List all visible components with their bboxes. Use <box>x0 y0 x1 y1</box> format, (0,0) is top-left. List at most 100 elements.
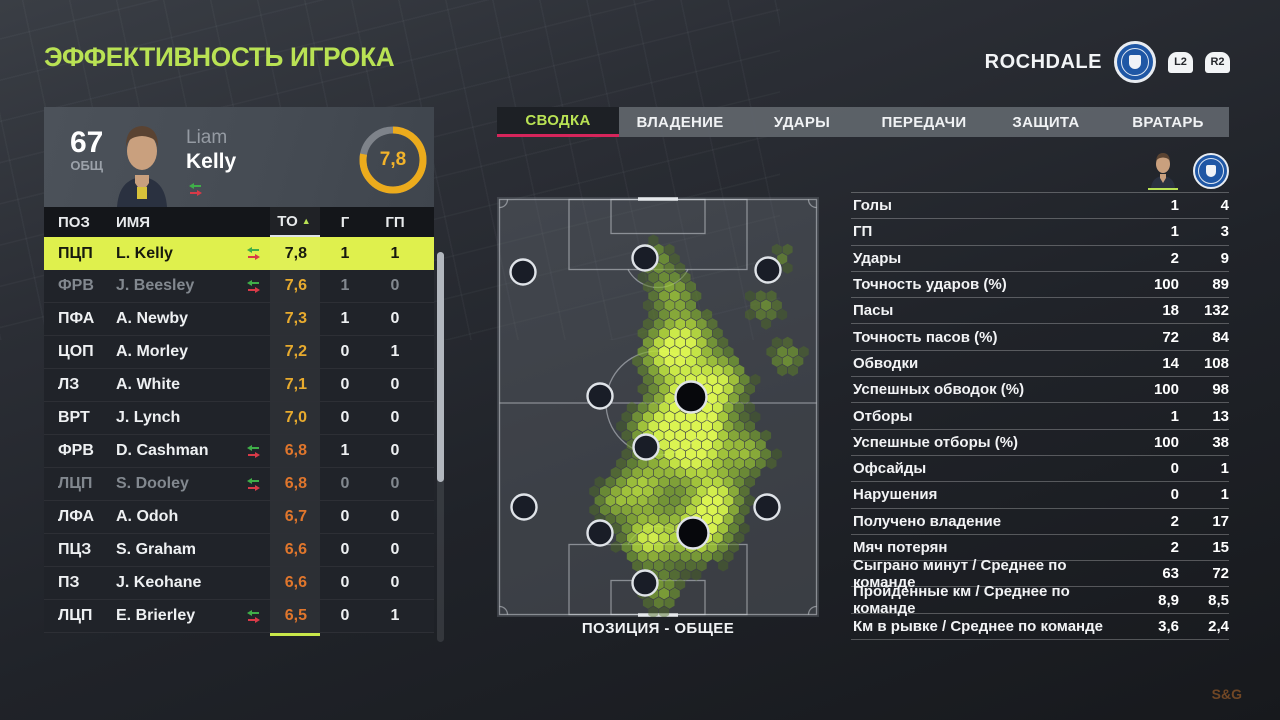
roster-row[interactable]: ВРТ J. Lynch 7,0 0 0 <box>44 402 434 435</box>
roster-row[interactable]: ЦОП A. Morley 7,2 0 1 <box>44 336 434 369</box>
summary-stats-panel: Голы 1 4 ГП 1 3 Удары 2 9 Точность ударо… <box>851 145 1229 641</box>
row-match-rating: 7,6 <box>270 270 320 302</box>
roster-row[interactable]: ПЗ J. Keohane 6,6 0 0 <box>44 567 434 600</box>
row-player-name: A. White <box>116 376 180 393</box>
roster-row[interactable]: ЛФА A. Odoh 6,7 0 0 <box>44 501 434 534</box>
row-match-rating: 7,2 <box>270 336 320 368</box>
stat-team-value: 9 <box>1220 249 1229 267</box>
row-match-rating: 7,0 <box>270 402 320 434</box>
col-header-pos[interactable]: ПОЗ <box>58 213 90 231</box>
row-goals: 0 <box>340 508 350 525</box>
stat-label: Успешных обводок (%) <box>853 381 1025 399</box>
stat-row: Голы 1 4 <box>851 192 1229 218</box>
row-match-rating: 7,8 <box>270 237 320 270</box>
stat-label: Обводки <box>853 354 919 372</box>
tabs: СВОДКА ВЛАДЕНИЕ УДАРЫ ПЕРЕДАЧИ ЗАЩИТА ВРАТАРЬ <box>497 107 1229 137</box>
row-goals: 0 <box>340 376 350 393</box>
row-match-rating: 6,8 <box>270 468 320 500</box>
stat-player-value: 0 <box>1170 486 1179 504</box>
tab[interactable]: ПЕРЕДАЧИ <box>881 113 967 131</box>
row-goals: 1 <box>340 244 350 262</box>
l2-trigger-icon[interactable]: L2 <box>1168 51 1193 73</box>
row-position: ПЦЗ <box>58 541 92 558</box>
row-assists: 0 <box>390 508 400 525</box>
watermark: S&G <box>1211 686 1242 702</box>
roster-scrollbar[interactable] <box>437 252 444 642</box>
row-player-name: J. Beesley <box>116 277 195 294</box>
team-name: ROCHDALE <box>984 50 1102 73</box>
page-title: ЭФФЕКТИВНОСТЬ ИГРОКА <box>44 42 395 72</box>
stat-label: Пройденные км / Среднее по команде <box>853 583 1070 618</box>
stat-row: Отборы 1 13 <box>851 402 1229 428</box>
player-first-name: Liam <box>186 127 228 148</box>
stat-row: Успешных обводок (%) 100 98 <box>851 376 1229 402</box>
stat-label: Нарушения <box>853 486 938 504</box>
stat-team-value: 4 <box>1220 197 1229 215</box>
stat-player-value: 63 <box>1162 565 1179 583</box>
tab[interactable]: УДАРЫ <box>773 113 831 131</box>
row-assists: 1 <box>390 244 400 262</box>
stat-team-value: 8,5 <box>1208 591 1229 609</box>
roster-scrollbar-thumb[interactable] <box>437 252 444 482</box>
row-player-name: D. Cashman <box>116 442 209 459</box>
col-header-goals[interactable]: Г <box>340 213 350 231</box>
tab[interactable]: ВРАТАРЬ <box>1132 113 1204 131</box>
player-position-markers <box>509 244 782 597</box>
row-goals: 0 <box>340 343 350 360</box>
r2-trigger-icon[interactable]: R2 <box>1205 51 1230 73</box>
roster-row[interactable]: ФРВ J. Beesley 7,6 1 0 <box>44 270 434 303</box>
col-header-rating[interactable]: ТО ▲ <box>270 207 320 237</box>
stat-team-value: 15 <box>1212 539 1229 556</box>
tab[interactable]: СВОДКА <box>497 107 619 137</box>
stat-team-value: 84 <box>1212 328 1229 346</box>
roster-row[interactable]: ПФА A. Newby 7,3 1 0 <box>44 303 434 336</box>
row-position: ПФА <box>58 310 95 327</box>
row-player-name: A. Newby <box>116 310 189 327</box>
stat-player-value: 72 <box>1162 328 1179 346</box>
roster-row[interactable]: ПЦЗ S. Graham 6,6 0 0 <box>44 534 434 567</box>
row-position: ПЦП <box>58 244 93 262</box>
row-goals: 0 <box>340 409 350 426</box>
tab[interactable]: ВЛАДЕНИЕ <box>636 113 724 131</box>
stat-label: Голы <box>853 197 892 215</box>
row-position: ВРТ <box>58 409 90 426</box>
roster-row[interactable]: ПЦП L. Kelly 7,8 1 1 <box>44 237 434 270</box>
row-player-name: A. Morley <box>116 343 189 360</box>
roster-row[interactable]: ЛЦП E. Brierley 6,5 0 1 <box>44 600 434 633</box>
roster-row[interactable]: ФРВ D. Cashman 6,8 1 0 <box>44 435 434 468</box>
player-column-avatar <box>1148 150 1178 190</box>
row-match-rating: 6,6 <box>270 534 320 566</box>
row-player-name: S. Graham <box>116 541 197 558</box>
heatmap-hexes <box>589 234 809 618</box>
player-card: 67 ОБЩ Liam Kelly 7,8 <box>44 107 434 207</box>
row-position: ЛЦП <box>58 475 93 492</box>
stat-row: Получено владение 2 17 <box>851 507 1229 534</box>
heatmap-caption: ПОЗИЦИЯ - ОБЩЕЕ <box>581 620 735 637</box>
row-goals: 0 <box>340 607 350 624</box>
row-match-rating: 6,7 <box>270 501 320 533</box>
stat-player-value: 2 <box>1170 539 1179 556</box>
overall-label: ОБЩ <box>70 158 104 173</box>
tab[interactable]: ЗАЩИТА <box>1012 113 1080 131</box>
roster-row[interactable]: ЛЗ A. White 7,1 0 0 <box>44 369 434 402</box>
row-assists: 0 <box>390 310 400 327</box>
stat-row: Обводки 14 108 <box>851 349 1229 376</box>
row-position: ЛЦП <box>58 607 93 624</box>
stat-label: Удары <box>853 249 902 267</box>
stat-team-value: 89 <box>1212 276 1229 294</box>
row-player-name: L. Kelly <box>116 244 173 262</box>
col-header-assists[interactable]: ГП <box>385 213 405 231</box>
roster-row[interactable]: ЛЦП S. Dooley 6,8 0 0 <box>44 468 434 501</box>
row-goals: 1 <box>340 442 350 459</box>
stat-team-value: 17 <box>1212 512 1229 530</box>
col-header-name[interactable]: ИМЯ <box>116 213 151 231</box>
stat-team-value: 98 <box>1212 381 1229 399</box>
row-assists: 0 <box>390 574 400 591</box>
header-team-area: ROCHDALE L2 R2 <box>985 40 1230 84</box>
row-player-name: J. Keohane <box>116 574 202 591</box>
stat-player-value: 18 <box>1162 302 1179 320</box>
stat-label: Получено владение <box>853 512 1002 530</box>
stat-row: Успешные отборы (%) 100 38 <box>851 428 1229 455</box>
stat-team-value: 108 <box>1203 354 1229 372</box>
stat-team-value: 38 <box>1212 433 1229 451</box>
